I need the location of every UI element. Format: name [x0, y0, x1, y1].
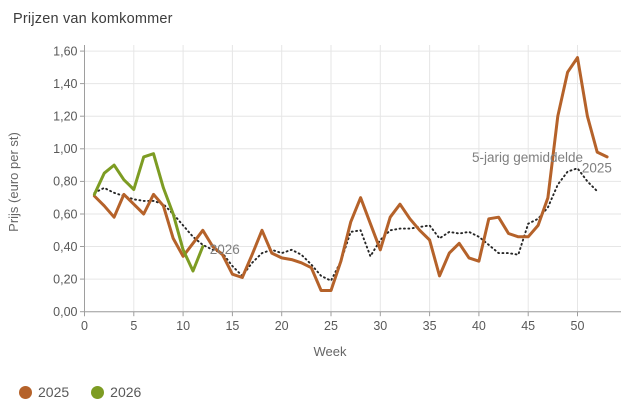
legend-label-2026: 2026 [110, 384, 142, 400]
legend-marker-2026-icon [91, 385, 105, 399]
legend-item-2025[interactable]: 2025 [19, 384, 69, 400]
y-tick-label: 0,80 [53, 175, 77, 189]
series-line-2025 [92, 56, 609, 292]
chart-title: Prijzen van komkommer [13, 11, 173, 27]
x-tick-label: 20 [275, 319, 289, 333]
legend-marker-2025-icon [19, 385, 32, 399]
x-tick-label: 0 [81, 319, 88, 333]
x-tick-label: 10 [176, 319, 190, 333]
y-tick-label: 1,40 [53, 77, 77, 91]
y-tick-label: 0,20 [53, 272, 77, 286]
x-tick-label: 15 [225, 319, 239, 333]
y-tick-label: 0,60 [53, 207, 77, 221]
series-line-2026 [92, 152, 205, 273]
x-tick-label: 5 [130, 319, 137, 333]
legend-item-2026[interactable]: 2026 [91, 384, 141, 400]
y-tick-label: 1,20 [53, 110, 77, 124]
annotation-5-jarig-gemiddelde: 5-jarig gemiddelde [472, 150, 583, 165]
x-tick-label: 35 [423, 319, 437, 333]
x-axis-title: Week [314, 344, 347, 359]
chart-legend: 2025 2026 [19, 384, 141, 400]
x-tick-label: 25 [324, 319, 338, 333]
x-tick-label: 30 [373, 319, 387, 333]
y-tick-label: 0,40 [53, 240, 77, 254]
y-tick-label: 0,00 [53, 305, 77, 319]
legend-label-2025: 2025 [38, 384, 70, 400]
annotation-2026: 2026 [210, 242, 240, 257]
annotation-2025: 2025 [582, 161, 612, 176]
x-tick-label: 40 [472, 319, 486, 333]
x-tick-label: 45 [521, 319, 535, 333]
y-tick-label: 1,00 [53, 142, 77, 156]
y-tick-label: 1,60 [53, 44, 77, 58]
price-chart-svg: 0 5 10 15 20 25 30 35 40 45 500,000,200,400,600,80… [6, 44, 621, 359]
y-axis-title: Prijs (euro per st) [6, 132, 21, 232]
x-tick-label: 50 [571, 319, 585, 333]
